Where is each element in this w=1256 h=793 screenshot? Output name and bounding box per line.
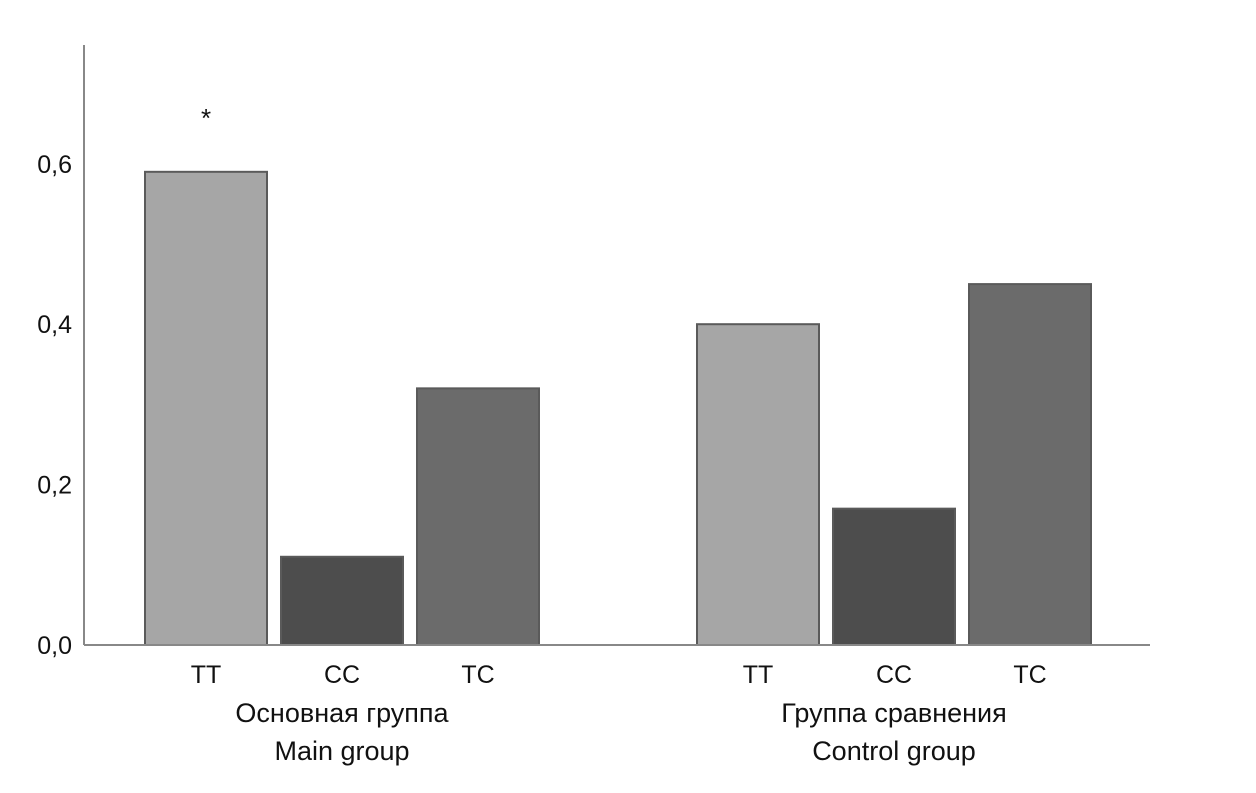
x-tick-label: CC bbox=[876, 661, 912, 689]
x-tick-label: TT bbox=[191, 661, 222, 689]
bar-control-cc bbox=[832, 507, 956, 646]
y-tick-label: 0,4 bbox=[37, 311, 72, 339]
group-label-en: Control group bbox=[812, 736, 976, 766]
y-tick-label: 0,0 bbox=[37, 632, 72, 660]
y-axis-ticks: 0,0 0,2 0,4 0,6 bbox=[37, 151, 72, 660]
x-tick-label: TT bbox=[743, 661, 774, 689]
bar-control-tt bbox=[696, 323, 820, 646]
significance-marker: * bbox=[201, 103, 211, 133]
bars bbox=[144, 170, 1092, 647]
x-tick-label: TC bbox=[1013, 661, 1046, 689]
bar-control-tc bbox=[968, 283, 1092, 646]
y-tick-label: 0,6 bbox=[37, 151, 72, 179]
bar-main-cc bbox=[280, 555, 404, 647]
group-label-ru: Основная группа bbox=[235, 698, 449, 728]
y-tick-label: 0,2 bbox=[37, 472, 72, 500]
x-tick-label: TC bbox=[461, 661, 494, 689]
group-label-en: Main group bbox=[274, 736, 409, 766]
group-label-ru: Группа сравнения bbox=[781, 698, 1007, 728]
bar-main-tc bbox=[416, 387, 540, 646]
x-tick-label: CC bbox=[324, 661, 360, 689]
bar-main-tt bbox=[144, 170, 268, 646]
